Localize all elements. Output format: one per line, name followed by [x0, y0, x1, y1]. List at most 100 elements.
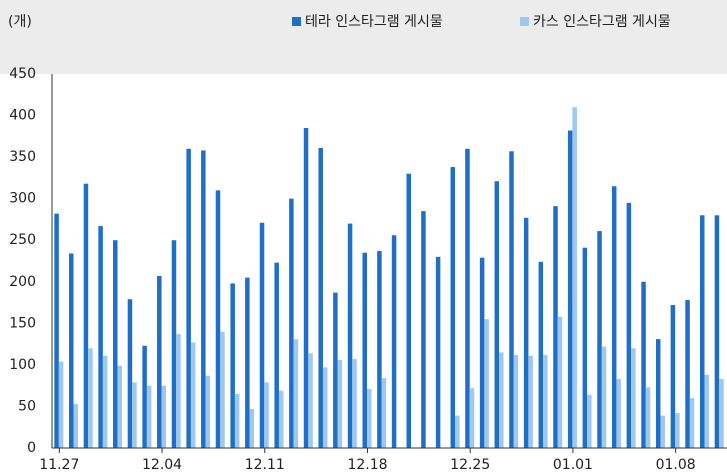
bar	[234, 393, 240, 448]
bar	[421, 211, 426, 448]
bar	[377, 251, 382, 448]
bar	[102, 355, 108, 448]
bar	[450, 167, 456, 448]
bar	[567, 130, 573, 448]
bar	[626, 202, 632, 448]
bar	[631, 348, 636, 448]
bar	[699, 215, 705, 448]
y-tick-label: 200	[9, 274, 36, 290]
bar	[249, 408, 255, 448]
bar	[54, 213, 59, 448]
bar	[293, 339, 299, 448]
bar	[274, 262, 279, 448]
bar	[406, 173, 412, 448]
bar	[73, 403, 79, 448]
x-tick-label: 01.08	[656, 457, 696, 473]
y-tick-label: 50	[18, 398, 36, 414]
bar	[675, 413, 680, 448]
bar	[333, 292, 338, 448]
bar	[171, 240, 177, 448]
bar	[655, 339, 661, 448]
bar	[83, 183, 89, 448]
bar	[157, 275, 162, 448]
bar	[381, 378, 387, 448]
bar	[347, 223, 353, 448]
bar	[704, 374, 709, 448]
x-tick-label: 12.11	[245, 457, 285, 473]
bar	[572, 107, 577, 448]
y-tick-label: 150	[9, 315, 36, 331]
bar	[391, 235, 397, 448]
bar	[190, 342, 196, 448]
bar	[215, 190, 221, 448]
bar	[689, 398, 695, 448]
bar	[318, 147, 323, 449]
bar	[660, 415, 665, 448]
y-tick-label: 450	[9, 66, 36, 82]
bar	[499, 352, 504, 448]
bar	[88, 348, 93, 448]
x-tick-label: 12.25	[450, 457, 490, 473]
y-tick-label: 400	[9, 108, 36, 124]
bar	[69, 253, 74, 448]
bar	[587, 394, 592, 448]
y-tick-label: 350	[9, 149, 36, 165]
bar	[538, 261, 544, 448]
bar	[127, 299, 133, 448]
bar	[479, 257, 485, 448]
y-tick-label: 300	[9, 191, 36, 207]
bar	[245, 277, 250, 448]
bar	[641, 281, 646, 448]
y-tick-label: 100	[9, 357, 36, 373]
bar	[528, 355, 533, 448]
y-tick-label: 250	[9, 232, 36, 248]
bar	[146, 385, 152, 448]
bar	[362, 252, 367, 448]
unit-label: (개)	[8, 14, 32, 30]
bar	[582, 247, 588, 448]
bar	[142, 345, 147, 448]
bar	[435, 256, 441, 448]
bar	[469, 388, 475, 448]
bar	[230, 283, 235, 448]
bar	[278, 390, 284, 448]
bar	[117, 365, 123, 448]
bar	[685, 300, 690, 448]
bar	[322, 367, 328, 448]
bar	[366, 388, 372, 448]
x-tick-label: 01.01	[553, 457, 593, 473]
bar	[161, 385, 167, 448]
bar	[611, 186, 617, 448]
bar	[597, 231, 602, 448]
x-tick-label: 12.18	[347, 457, 387, 473]
bar	[201, 150, 206, 448]
bar	[113, 240, 118, 448]
x-tick-label: 11.27	[39, 457, 79, 473]
bar	[601, 346, 607, 448]
legend-label: 테라 인스타그램 게시물	[305, 14, 443, 30]
bar	[58, 361, 64, 448]
bar	[264, 382, 269, 448]
legend-swatch	[292, 17, 301, 26]
bar	[553, 206, 558, 448]
bar	[205, 375, 211, 448]
bar	[337, 359, 343, 448]
bar	[719, 379, 724, 448]
header-band	[0, 0, 727, 74]
bar	[308, 353, 313, 448]
legend-label: 카스 인스타그램 게시물	[533, 14, 671, 30]
bar	[616, 379, 621, 448]
bar	[494, 181, 500, 449]
legend-swatch	[520, 17, 529, 26]
bar	[523, 217, 529, 448]
bar	[289, 198, 294, 448]
bar	[220, 331, 225, 448]
bar	[303, 128, 309, 448]
bar	[259, 222, 265, 448]
bar	[509, 151, 514, 448]
bar	[455, 415, 460, 448]
bar	[645, 387, 651, 448]
x-tick-label: 12.04	[142, 457, 182, 473]
bar	[670, 305, 676, 448]
bar	[484, 319, 489, 448]
